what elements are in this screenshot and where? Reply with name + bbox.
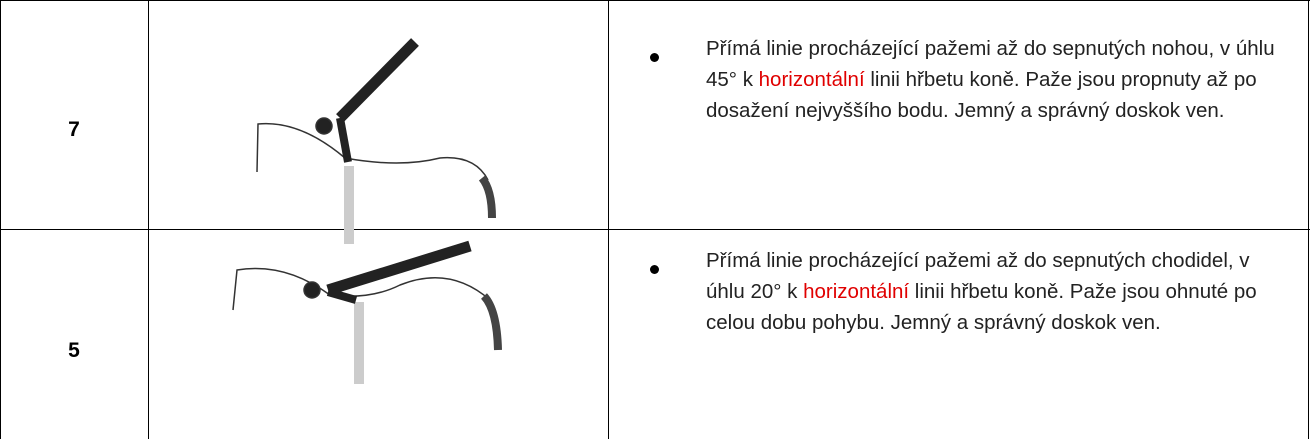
illustrations xyxy=(232,38,502,384)
bullet xyxy=(650,265,659,274)
description: Přímá linie procházející pažemi až do se… xyxy=(706,245,1291,338)
vault-drawing xyxy=(256,38,496,244)
highlight: horizontální xyxy=(758,68,865,91)
border xyxy=(0,0,1,439)
text: Přímá linie procházející pažemi až do se… xyxy=(706,37,1275,91)
text: linii hřbetu koně. Paže jsou propnuty až… xyxy=(706,68,1257,122)
border xyxy=(0,229,1310,230)
text: Přímá linie procházející pažemi až do se… xyxy=(706,249,1250,303)
highlight: horizontální xyxy=(803,280,910,303)
border xyxy=(0,0,1310,1)
border xyxy=(148,0,149,439)
score: 7 xyxy=(68,118,80,141)
bullet xyxy=(650,53,659,62)
vault-drawing xyxy=(232,240,502,384)
border xyxy=(608,0,609,439)
text: linii hřbetu koně. Paže jsou ohnuté po c… xyxy=(706,280,1257,334)
border xyxy=(1308,0,1309,439)
score: 5 xyxy=(68,339,80,362)
description: Přímá linie procházející pažemi až do se… xyxy=(706,33,1291,126)
